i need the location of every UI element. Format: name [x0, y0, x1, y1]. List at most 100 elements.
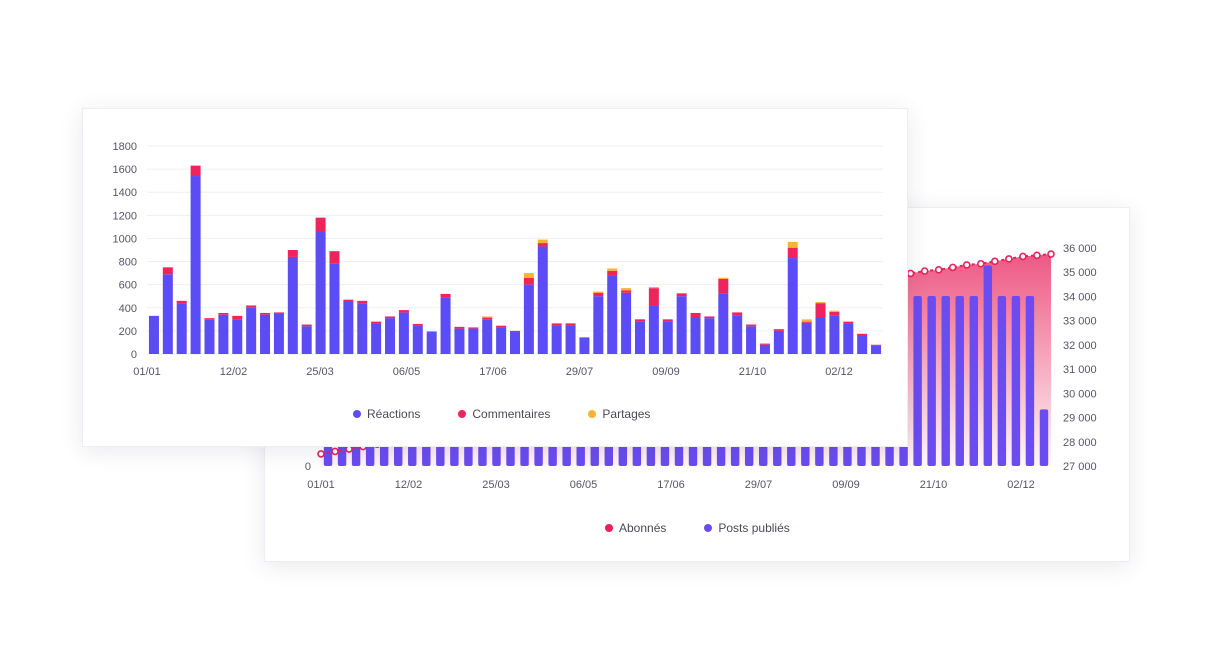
reactions-bar-segment[interactable] [246, 307, 257, 354]
comments-bar-segment[interactable] [551, 323, 562, 326]
comments-bar-segment[interactable] [329, 251, 340, 264]
reactions-bar-segment[interactable] [343, 302, 354, 354]
legend-shares[interactable]: Partages [588, 407, 650, 421]
reactions-bar-segment[interactable] [759, 344, 770, 354]
comments-bar-segment[interactable] [357, 300, 368, 304]
reactions-bar-segment[interactable] [621, 292, 632, 354]
reactions-bar-segment[interactable] [746, 326, 757, 354]
posts-bar[interactable] [927, 295, 936, 466]
reactions-bar-segment[interactable] [510, 332, 520, 354]
comments-bar-segment[interactable] [440, 293, 451, 298]
comments-bar-segment[interactable] [829, 311, 840, 316]
reactions-bar-segment[interactable] [468, 328, 479, 354]
shares-bar-segment[interactable] [593, 291, 604, 293]
comments-bar-segment[interactable] [412, 323, 423, 326]
reactions-bar-segment[interactable] [412, 325, 423, 354]
comments-bar-segment[interactable] [398, 310, 409, 313]
comments-bar-segment[interactable] [648, 288, 659, 306]
reactions-bar-segment[interactable] [829, 315, 840, 354]
posts-bar[interactable] [1025, 295, 1035, 466]
subscribers-point[interactable] [920, 267, 929, 275]
comments-bar-segment[interactable] [759, 343, 770, 345]
posts-bar[interactable] [969, 295, 978, 466]
reactions-bar-segment[interactable] [690, 317, 701, 354]
reactions-bar-segment[interactable] [454, 328, 465, 354]
legend-posts[interactable]: Posts publiés [704, 521, 790, 535]
reactions-bar-segment[interactable] [815, 317, 826, 354]
reactions-bar-segment[interactable] [732, 315, 743, 354]
reactions-bar-segment[interactable] [482, 319, 493, 354]
reactions-bar-segment[interactable] [551, 325, 562, 354]
subscribers-point[interactable] [977, 259, 985, 268]
subscribers-point[interactable] [934, 265, 943, 274]
posts-bar[interactable] [983, 265, 993, 466]
shares-bar-segment[interactable] [787, 241, 798, 248]
reactions-bar-segment[interactable] [301, 326, 312, 354]
subscribers-point[interactable] [948, 263, 957, 272]
comments-bar-segment[interactable] [565, 323, 576, 326]
comments-bar-segment[interactable] [246, 305, 257, 308]
comments-bar-segment[interactable] [787, 247, 798, 259]
reactions-bar-segment[interactable] [537, 246, 548, 354]
reactions-bar-segment[interactable] [496, 327, 507, 354]
comments-bar-segment[interactable] [176, 300, 187, 304]
comments-bar-segment[interactable] [273, 312, 284, 314]
comments-bar-segment[interactable] [315, 217, 326, 232]
reactions-bar-segment[interactable] [648, 305, 659, 354]
comments-bar-segment[interactable] [385, 316, 396, 319]
comments-bar-segment[interactable] [468, 327, 479, 329]
reactions-bar-segment[interactable] [385, 318, 396, 354]
comments-bar-segment[interactable] [593, 292, 604, 297]
comments-bar-segment[interactable] [621, 290, 632, 293]
subscribers-point[interactable] [991, 257, 999, 266]
shares-bar-segment[interactable] [607, 268, 618, 271]
shares-bar-segment[interactable] [815, 302, 826, 304]
comments-bar-segment[interactable] [746, 324, 757, 327]
reactions-bar-segment[interactable] [315, 231, 326, 354]
reactions-bar-segment[interactable] [871, 345, 882, 354]
comments-bar-segment[interactable] [523, 277, 534, 285]
comments-bar-segment[interactable] [218, 312, 229, 315]
comments-bar-segment[interactable] [607, 270, 618, 276]
legend-reactions[interactable]: Réactions [353, 407, 420, 421]
comments-bar-segment[interactable] [510, 330, 520, 333]
reactions-bar-segment[interactable] [162, 274, 173, 354]
posts-bar[interactable] [955, 295, 964, 466]
comments-bar-segment[interactable] [662, 319, 673, 322]
reactions-bar-segment[interactable] [398, 312, 409, 354]
posts-bar[interactable] [1039, 409, 1049, 466]
subscribers-point[interactable] [1047, 250, 1055, 258]
reactions-bar-segment[interactable] [523, 284, 534, 354]
comments-bar-segment[interactable] [204, 318, 215, 320]
comments-bar-segment[interactable] [426, 331, 437, 333]
subscribers-point[interactable] [1019, 252, 1027, 261]
reactions-bar-segment[interactable] [718, 293, 729, 354]
comments-bar-segment[interactable] [773, 329, 784, 331]
reactions-bar-segment[interactable] [357, 303, 368, 354]
posts-bar[interactable] [997, 295, 1007, 466]
shares-bar-segment[interactable] [621, 288, 632, 291]
comments-bar-segment[interactable] [482, 317, 493, 320]
comments-bar-segment[interactable] [454, 326, 465, 329]
reactions-bar-segment[interactable] [440, 297, 451, 354]
reactions-bar-segment[interactable] [176, 303, 187, 354]
comments-bar-segment[interactable] [676, 293, 687, 297]
reactions-bar-segment[interactable] [260, 314, 271, 354]
reactions-bar-segment[interactable] [676, 296, 687, 354]
reactions-bar-segment[interactable] [329, 263, 340, 354]
reactions-bar-segment[interactable] [579, 337, 590, 354]
comments-bar-segment[interactable] [871, 344, 882, 346]
reactions-bar-segment[interactable] [662, 321, 673, 354]
comments-bar-segment[interactable] [371, 321, 382, 324]
comments-bar-segment[interactable] [843, 321, 854, 324]
reactions-bar-segment[interactable] [773, 330, 784, 354]
subscribers-point[interactable] [1033, 251, 1041, 260]
reactions-bar-segment[interactable] [218, 314, 229, 354]
reactions-bar-segment[interactable] [787, 258, 798, 354]
comments-bar-segment[interactable] [815, 303, 826, 318]
reactions-bar-segment[interactable] [190, 176, 201, 354]
subscribers-point[interactable] [331, 447, 339, 456]
comments-bar-segment[interactable] [190, 165, 201, 177]
shares-bar-segment[interactable] [801, 319, 812, 322]
comments-bar-segment[interactable] [579, 337, 590, 338]
